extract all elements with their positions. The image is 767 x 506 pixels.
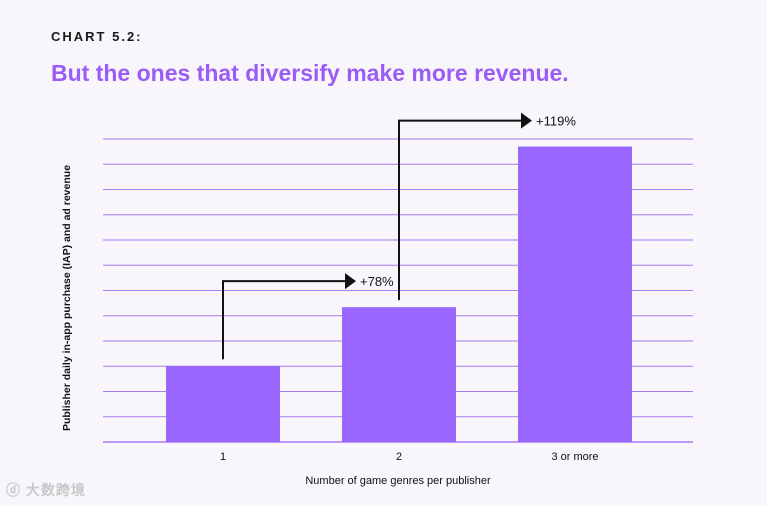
x-tick-labels: 1 2 3 or more [220, 451, 599, 463]
bar [342, 307, 456, 442]
watermark-text: 大数跨境 [25, 482, 86, 498]
chart-number: CHART 5.2: [51, 29, 143, 44]
watermark-icon: ⓓ [6, 482, 21, 498]
growth-label: +119% [536, 114, 576, 129]
arrow-head [521, 112, 532, 129]
x-tick-label: 2 [396, 451, 402, 463]
x-axis-label: Number of game genres per publisher [305, 475, 491, 487]
growth-label: +78% [360, 274, 394, 289]
x-tick-label: 3 or more [551, 451, 598, 463]
bar [518, 146, 632, 442]
bars [166, 146, 632, 442]
x-tick-label: 1 [220, 451, 226, 463]
bar [166, 366, 280, 442]
arrow-line [398, 119, 522, 301]
growth-arrows: +78% +119% [222, 112, 576, 360]
watermark-logo: ⓓ 大数跨境 [6, 480, 86, 500]
chart-title: But the ones that diversify make more re… [51, 60, 569, 86]
arrow-line [222, 280, 346, 360]
arrow-head [345, 273, 356, 290]
y-axis-label: Publisher daily in-app purchase (IAP) an… [61, 165, 73, 431]
